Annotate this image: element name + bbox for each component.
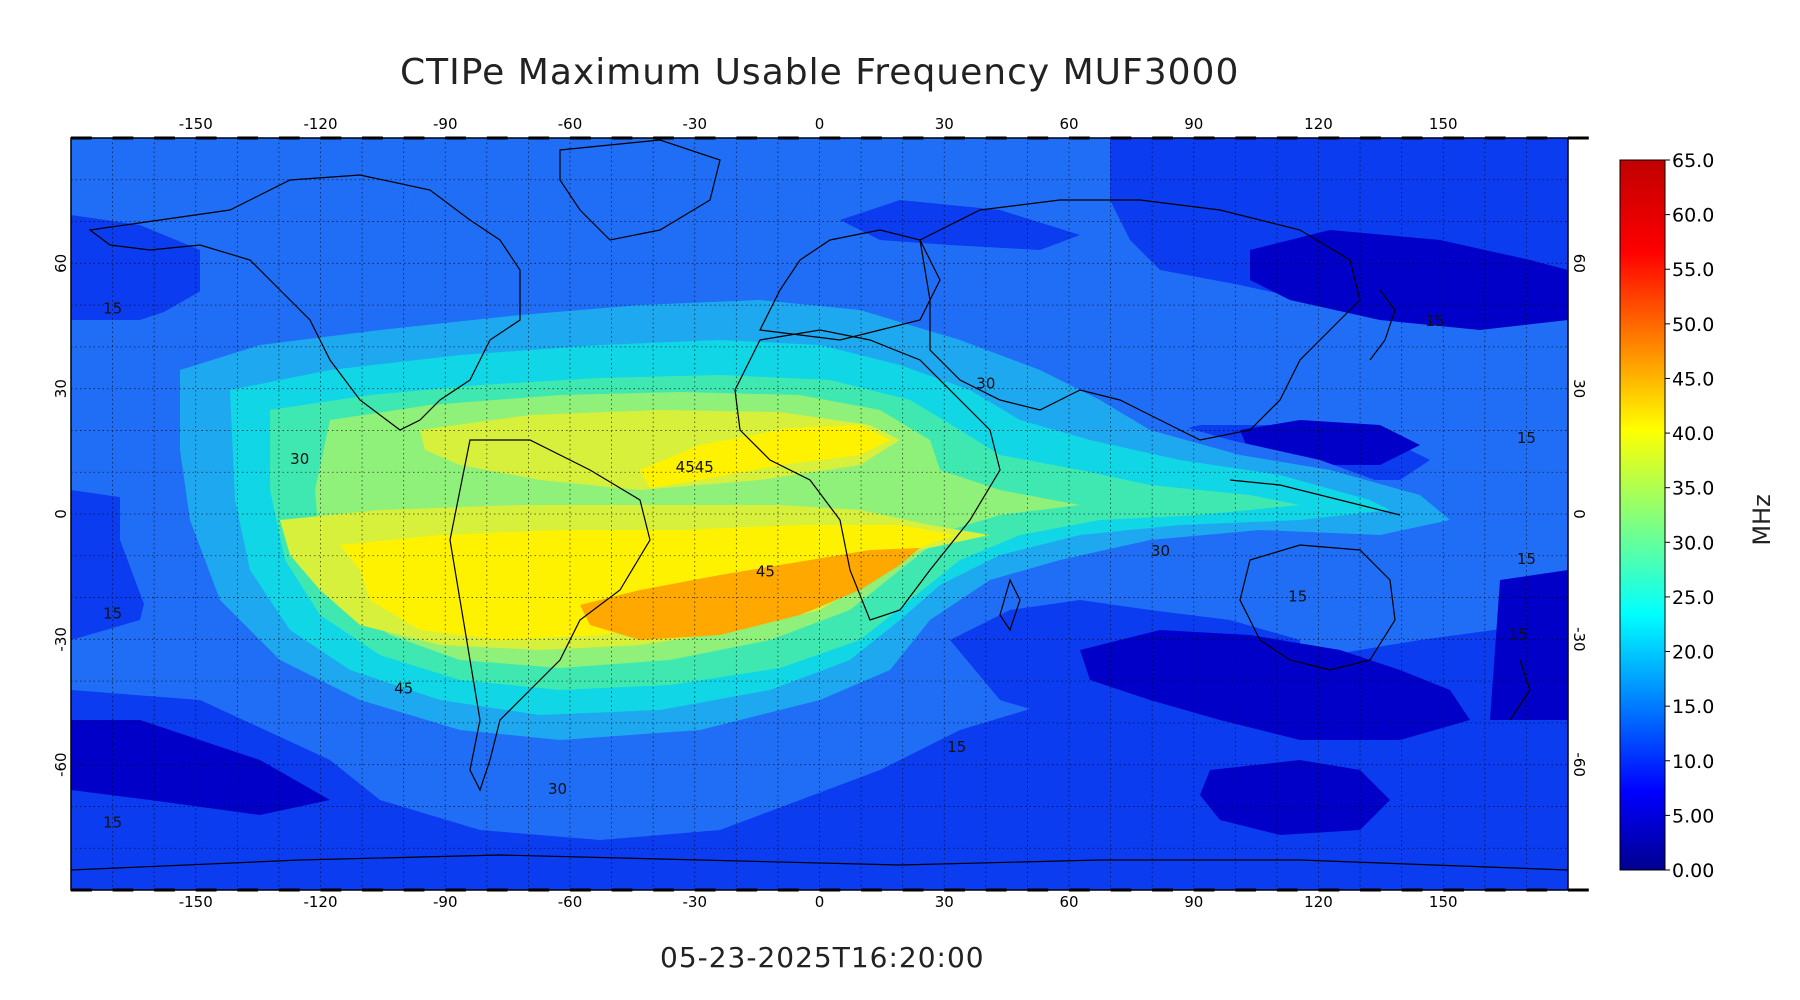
lon-tick-label-bottom: 120 <box>1304 893 1333 911</box>
coast-africa <box>734 329 1001 621</box>
lon-tick-label-bottom: -60 <box>558 893 583 911</box>
lat-tick-label-left: -60 <box>52 752 70 777</box>
contour-label: 15 <box>103 604 122 622</box>
latitude-ticks-left: 60 30 0 -30 -60 <box>52 254 70 777</box>
colorbar-tick-label: 0.00 <box>1672 860 1714 882</box>
contour-fill-10-15-north-atlantic <box>71 215 200 320</box>
lon-tick-label-top: -150 <box>179 115 213 133</box>
coast-north-america <box>88 174 521 431</box>
lon-tick-label-bottom: 60 <box>1059 893 1078 911</box>
coast-japan <box>1369 289 1396 361</box>
colorbar-tick-label: 35.0 <box>1672 478 1714 500</box>
coast-asia <box>919 199 1361 441</box>
longitude-ticks-bottom: -150 -120 -90 -60 -30 0 30 60 90 120 150 <box>179 893 1458 911</box>
coast-antarctica <box>71 854 1568 871</box>
contour-label: 15 <box>947 738 966 756</box>
contour-label: 30 <box>290 450 309 468</box>
lon-tick-label-bottom: -90 <box>433 893 458 911</box>
colorbar-gradient <box>1619 159 1666 871</box>
lon-tick-label-top: 30 <box>935 115 954 133</box>
contour-fill-45-50-south <box>340 525 955 640</box>
colorbar-tick-label: 40.0 <box>1672 423 1714 445</box>
lon-tick-label-top: -30 <box>683 115 708 133</box>
contour-label: 15 <box>1517 550 1536 568</box>
contour-label: 15 <box>1288 588 1307 606</box>
lat-tick-label-right: 30 <box>1570 379 1588 398</box>
contour-label: 15 <box>1425 312 1444 330</box>
lat-tick-label-right: -30 <box>1570 627 1588 652</box>
latitude-ticks-right: 60 30 0 -30 -60 <box>1570 254 1588 777</box>
contour-label: 4545 <box>676 458 714 476</box>
contour-fill-0-10-far-south-pacific <box>71 720 330 815</box>
lat-tick-label-right: -60 <box>1570 752 1588 777</box>
lat-tick-label-left: 30 <box>52 379 70 398</box>
contour-fill-0-10-antarctic <box>1200 760 1390 835</box>
lon-tick-label-bottom: 150 <box>1429 893 1458 911</box>
lat-tick-label-right: 60 <box>1570 254 1588 273</box>
contour-label: 30 <box>548 780 567 798</box>
lat-tick-label-left: 60 <box>52 254 70 273</box>
colorbar-tick-label: 45.0 <box>1672 368 1714 390</box>
lat-tick-label-left: 0 <box>52 509 70 519</box>
timestamp: 05-23-2025T16:20:00 <box>660 941 985 974</box>
lat-tick-label-right: 0 <box>1570 509 1588 519</box>
colorbar-tick-label: 20.0 <box>1672 642 1714 664</box>
lon-tick-label-top: 120 <box>1304 115 1333 133</box>
contour-label: 15 <box>103 813 122 831</box>
lat-tick-label-left: -30 <box>52 627 70 652</box>
lon-tick-label-bottom: -30 <box>683 893 708 911</box>
plot-title: CTIPe Maximum Usable Frequency MUF3000 <box>400 52 1239 93</box>
lon-tick-label-top: -120 <box>303 115 337 133</box>
lon-tick-label-bottom: -150 <box>179 893 213 911</box>
coast-greenland <box>559 139 721 241</box>
contour-fill-10-15-arctic <box>840 200 1080 250</box>
contour-label: 15 <box>1517 429 1536 447</box>
colorbar-tick-label: 10.0 <box>1672 751 1714 773</box>
lon-tick-label-bottom: -120 <box>303 893 337 911</box>
contour-label: 45 <box>756 563 775 581</box>
contour-fill-0-10-east-pacific <box>1490 570 1568 720</box>
contour-fill-0-10-south-indian <box>1080 630 1470 740</box>
coast-indonesia <box>1229 479 1401 516</box>
lon-tick-label-top: -90 <box>433 115 458 133</box>
longitude-ticks-top: -150 -120 -90 -60 -30 0 30 60 90 120 150 <box>179 115 1458 133</box>
contour-label: 30 <box>976 375 995 393</box>
coast-south-america <box>449 439 651 792</box>
colorbar-tick-label: 25.0 <box>1672 587 1714 609</box>
colorbar: 65.0 60.0 55.0 50.0 45.0 40.0 35.0 30.0 25.0 20.0… <box>1619 150 1776 882</box>
contour-label: 30 <box>1151 542 1170 560</box>
colorbar-tick-label: 15.0 <box>1672 696 1714 718</box>
colorbar-ticks: 65.0 60.0 55.0 50.0 45.0 40.0 35.0 30.0 25.0 20.0… <box>1665 150 1714 882</box>
frame-ticks <box>71 136 1589 892</box>
contour-label: 45 <box>394 680 413 698</box>
colorbar-tick-label: 65.0 <box>1672 150 1714 172</box>
coast-europe <box>759 229 941 341</box>
coast-new-zealand <box>1509 659 1531 721</box>
coast-australia <box>1239 544 1396 671</box>
lon-tick-label-top: 60 <box>1059 115 1078 133</box>
lon-tick-label-top: 90 <box>1184 115 1203 133</box>
colorbar-tick-label: 5.00 <box>1672 805 1714 827</box>
lon-tick-label-top: 150 <box>1429 115 1458 133</box>
coast-madagascar <box>999 578 1021 632</box>
contour-label: 15 <box>1509 625 1528 643</box>
contour-fill-50-55 <box>580 548 920 640</box>
lon-tick-label-bottom: 30 <box>935 893 954 911</box>
colorbar-tick-label: 30.0 <box>1672 532 1714 554</box>
lon-tick-label-top: 0 <box>815 115 825 133</box>
contour-label: 15 <box>103 299 122 317</box>
colorbar-tick-label: 60.0 <box>1672 205 1714 227</box>
colorbar-tick-label: 55.0 <box>1672 259 1714 281</box>
lon-tick-label-top: -60 <box>558 115 583 133</box>
colorbar-unit: MHz <box>1748 494 1776 545</box>
lon-tick-label-bottom: 90 <box>1184 893 1203 911</box>
lon-tick-label-bottom: 0 <box>815 893 825 911</box>
graticule <box>71 138 1568 890</box>
colorbar-tick-label: 50.0 <box>1672 314 1714 336</box>
coastlines <box>71 139 1568 871</box>
